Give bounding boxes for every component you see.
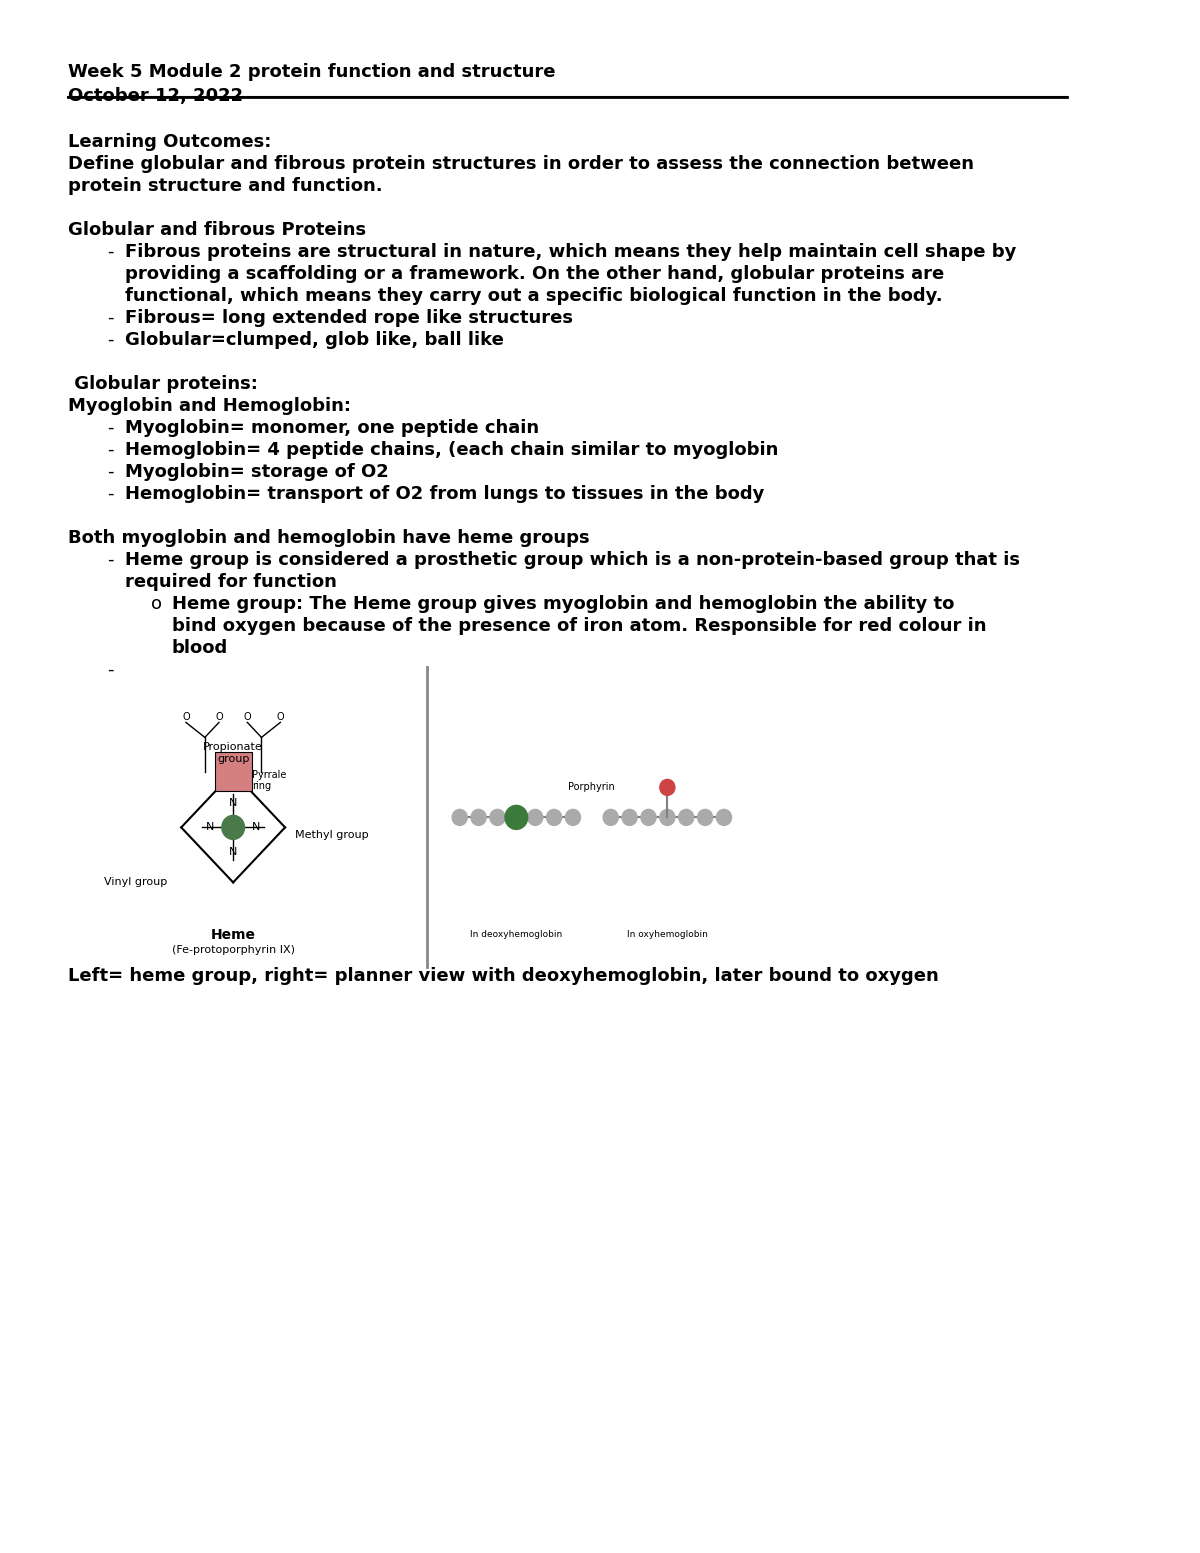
Text: O: O: [244, 713, 251, 722]
Circle shape: [604, 809, 618, 825]
Text: protein structure and function.: protein structure and function.: [68, 177, 383, 196]
Text: Vinyl group: Vinyl group: [104, 877, 167, 887]
Text: N: N: [229, 846, 238, 857]
Text: Both myoglobin and hemoglobin have heme groups: Both myoglobin and hemoglobin have heme …: [68, 530, 589, 547]
Text: Fibrous= long extended rope like structures: Fibrous= long extended rope like structu…: [125, 309, 572, 328]
Circle shape: [660, 780, 674, 795]
Circle shape: [697, 809, 713, 825]
Circle shape: [452, 809, 467, 825]
Text: O: O: [215, 713, 223, 722]
Text: Propionate: Propionate: [203, 742, 263, 752]
Circle shape: [222, 815, 245, 840]
Text: bind oxygen because of the presence of iron atom. Responsible for red colour in: bind oxygen because of the presence of i…: [172, 617, 986, 635]
Circle shape: [505, 806, 528, 829]
Text: N: N: [252, 823, 260, 832]
Text: In oxyhemoglobin: In oxyhemoglobin: [626, 930, 708, 940]
Text: functional, which means they carry out a specific biological function in the bod: functional, which means they carry out a…: [125, 287, 942, 304]
Text: Porphyrin: Porphyrin: [569, 783, 616, 792]
Text: -: -: [108, 463, 114, 481]
Text: Myoglobin= monomer, one peptide chain: Myoglobin= monomer, one peptide chain: [125, 419, 539, 436]
Text: Hemoglobin= transport of O2 from lungs to tissues in the body: Hemoglobin= transport of O2 from lungs t…: [125, 485, 764, 503]
Text: o: o: [151, 595, 162, 613]
Text: providing a scaffolding or a framework. On the other hand, globular proteins are: providing a scaffolding or a framework. …: [125, 266, 944, 283]
Circle shape: [472, 809, 486, 825]
Text: Myoglobin= storage of O2: Myoglobin= storage of O2: [125, 463, 389, 481]
Text: -: -: [108, 485, 114, 503]
Circle shape: [622, 809, 637, 825]
Circle shape: [490, 809, 505, 825]
Text: -: -: [108, 441, 114, 460]
Text: Heme: Heme: [211, 929, 256, 943]
Text: O: O: [182, 713, 190, 722]
FancyBboxPatch shape: [215, 752, 252, 792]
Circle shape: [546, 809, 562, 825]
Text: Myoglobin and Hemoglobin:: Myoglobin and Hemoglobin:: [68, 398, 350, 415]
Circle shape: [565, 809, 581, 825]
Text: blood: blood: [172, 638, 228, 657]
Text: group: group: [217, 755, 250, 764]
Text: Week 5 Module 2 protein function and structure: Week 5 Module 2 protein function and str…: [68, 64, 556, 81]
FancyBboxPatch shape: [68, 688, 398, 947]
Text: -: -: [108, 551, 114, 568]
Text: Left= heme group, right= planner view with deoxyhemoglobin, later bound to oxyge: Left= heme group, right= planner view wi…: [68, 968, 938, 986]
Text: October 12, 2022: October 12, 2022: [68, 87, 244, 106]
Text: In deoxyhemoglobin: In deoxyhemoglobin: [470, 930, 563, 940]
Text: Heme group is considered a prosthetic group which is a non-protein-based group t: Heme group is considered a prosthetic gr…: [125, 551, 1020, 568]
Circle shape: [660, 809, 674, 825]
Text: -: -: [108, 419, 114, 436]
Text: Pyrrale
ring: Pyrrale ring: [252, 770, 287, 790]
Text: N: N: [205, 823, 214, 832]
Text: Globular and fibrous Proteins: Globular and fibrous Proteins: [68, 221, 366, 239]
Text: Globular=clumped, glob like, ball like: Globular=clumped, glob like, ball like: [125, 331, 504, 349]
Text: Fibrous proteins are structural in nature, which means they help maintain cell s: Fibrous proteins are structural in natur…: [125, 242, 1016, 261]
Text: -: -: [108, 331, 114, 349]
Text: -: -: [108, 242, 114, 261]
Text: -: -: [108, 662, 114, 679]
Text: Hemoglobin= 4 peptide chains, (each chain similar to myoglobin: Hemoglobin= 4 peptide chains, (each chai…: [125, 441, 778, 460]
Text: required for function: required for function: [125, 573, 336, 592]
Text: Learning Outcomes:: Learning Outcomes:: [68, 134, 271, 151]
Text: -: -: [108, 309, 114, 328]
Text: N: N: [229, 798, 238, 808]
Circle shape: [679, 809, 694, 825]
Circle shape: [641, 809, 656, 825]
Text: Globular proteins:: Globular proteins:: [68, 374, 258, 393]
Text: (Fe-protoporphyrin IX): (Fe-protoporphyrin IX): [172, 946, 295, 955]
Circle shape: [528, 809, 542, 825]
Text: Heme group: The Heme group gives myoglobin and hemoglobin the ability to: Heme group: The Heme group gives myoglob…: [172, 595, 954, 613]
Text: Define globular and fibrous protein structures in order to assess the connection: Define globular and fibrous protein stru…: [68, 155, 974, 172]
Text: Methyl group: Methyl group: [294, 831, 368, 840]
Circle shape: [509, 809, 524, 825]
Circle shape: [716, 809, 732, 825]
Text: O: O: [276, 713, 284, 722]
